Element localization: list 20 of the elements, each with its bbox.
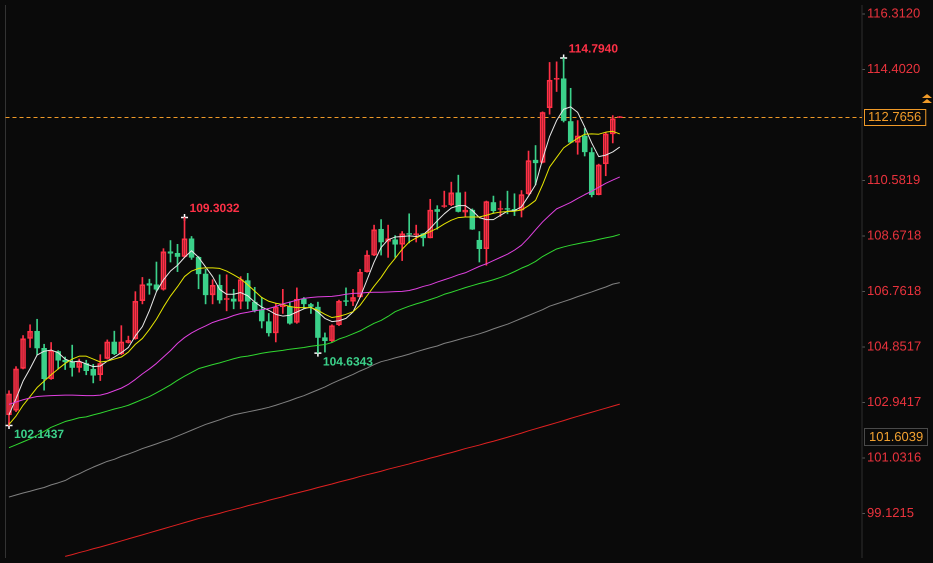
y-tick-label: 102.9417 <box>867 394 922 409</box>
candlestick <box>174 244 180 272</box>
candlestick <box>322 332 328 352</box>
candlestick <box>532 145 538 186</box>
data-label: 104.6343 <box>322 354 374 368</box>
candlestick <box>343 288 349 306</box>
y-tick-label: 101.0316 <box>867 449 922 464</box>
y-tick-label: 99.1215 <box>867 504 914 520</box>
y-tick-label: 106.7618 <box>867 282 922 298</box>
y-tick-label: 114.4020 <box>867 60 920 76</box>
data-label: 114.7940 <box>568 41 618 56</box>
text: 101.6039 <box>864 428 928 446</box>
candlestick <box>504 190 510 214</box>
data-label: 109.3032 <box>190 200 240 215</box>
candlestick <box>154 262 160 292</box>
y-tick-label: 116.3120 <box>867 5 920 20</box>
y-tick-label: 104.8517 <box>867 338 922 354</box>
y-tick-label: 108.6718 <box>867 227 922 242</box>
y-tick-label: 110.5819 <box>867 172 920 187</box>
ref-line-label: 112.7656 <box>868 108 922 124</box>
